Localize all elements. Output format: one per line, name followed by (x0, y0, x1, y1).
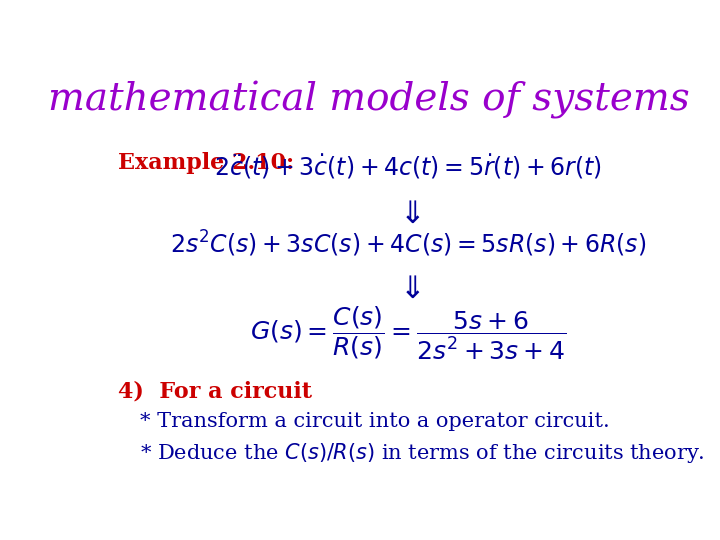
Text: $2s^2C(s)+3sC(s)+4C(s)=5sR(s)+6R(s)$: $2s^2C(s)+3sC(s)+4C(s)=5sR(s)+6R(s)$ (170, 229, 647, 259)
Text: $2\ddot{c}(t)+3\dot{c}(t)+4c(t)=5\dot{r}(t)+6r(t)$: $2\ddot{c}(t)+3\dot{c}(t)+4c(t)=5\dot{r}… (214, 152, 602, 181)
Text: $\Downarrow$: $\Downarrow$ (395, 200, 422, 229)
Text: $G(s)=\dfrac{C(s)}{R(s)}=\dfrac{5s+6}{2s^2+3s+4}$: $G(s)=\dfrac{C(s)}{R(s)}=\dfrac{5s+6}{2s… (250, 304, 567, 361)
Text: mathematical models of systems: mathematical models of systems (48, 82, 690, 119)
Text: * Deduce the $\mathit{C(s)/R(s)}$ in terms of the circuits theory.: * Deduce the $\mathit{C(s)/R(s)}$ in ter… (140, 441, 705, 465)
Text: $\Downarrow$: $\Downarrow$ (395, 275, 422, 304)
Text: Example 2.10:: Example 2.10: (118, 152, 294, 174)
Text: * Transform a circuit into a operator circuit.: * Transform a circuit into a operator ci… (140, 412, 610, 431)
Text: 4)  For a circuit: 4) For a circuit (118, 381, 312, 403)
